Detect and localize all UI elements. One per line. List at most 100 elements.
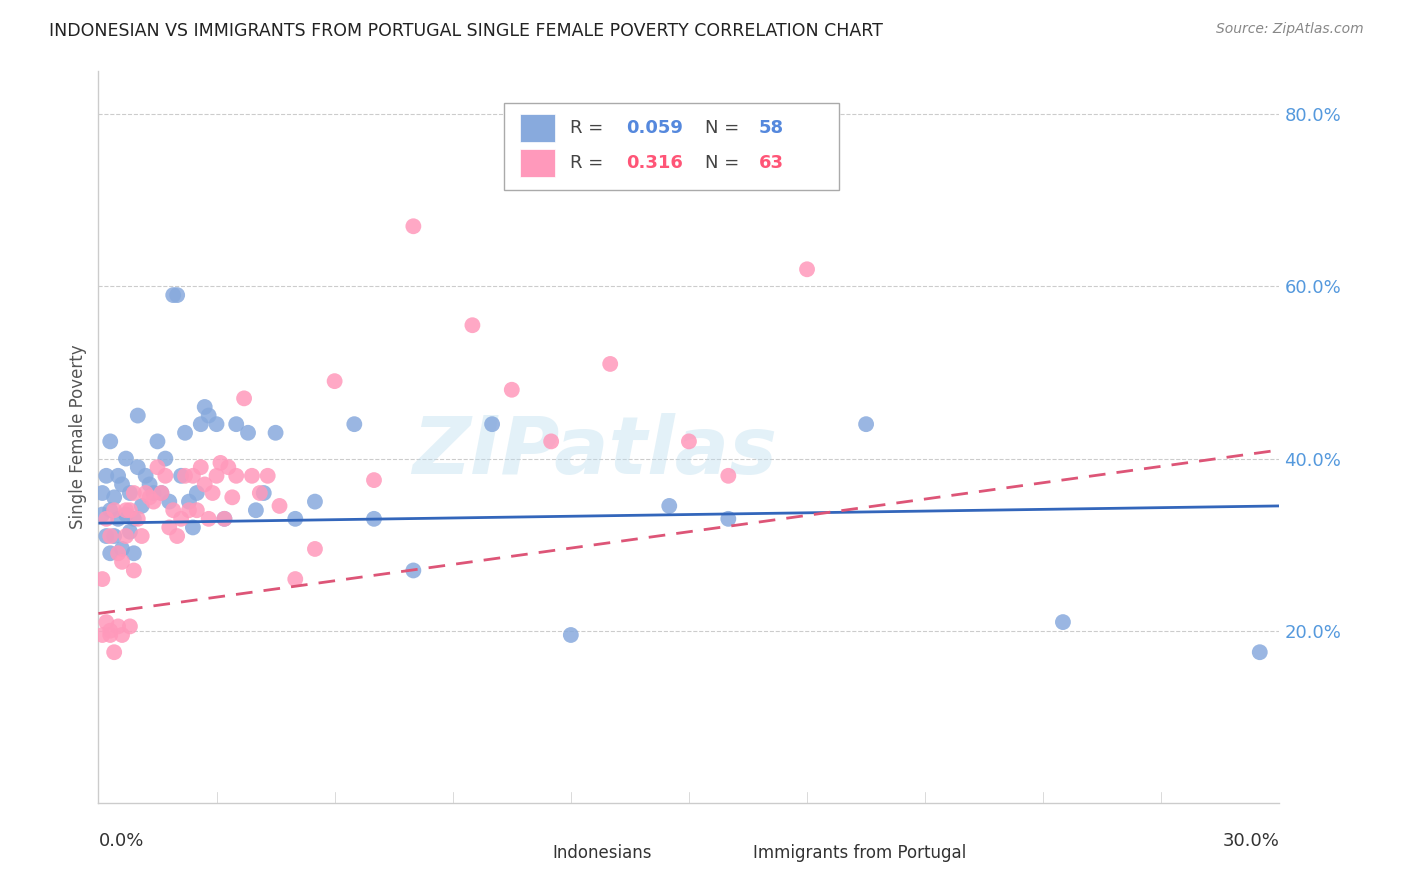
- Point: [122, 546, 145, 560]
- Point: [249, 486, 271, 500]
- Text: INDONESIAN VS IMMIGRANTS FROM PORTUGAL SINGLE FEMALE POVERTY CORRELATION CHART: INDONESIAN VS IMMIGRANTS FROM PORTUGAL S…: [49, 22, 883, 40]
- Point: [186, 503, 208, 517]
- Point: [115, 508, 138, 522]
- Text: N =: N =: [706, 119, 745, 136]
- Point: [205, 468, 228, 483]
- Point: [91, 572, 114, 586]
- Point: [150, 486, 173, 500]
- Point: [131, 499, 153, 513]
- Point: [190, 417, 212, 432]
- Point: [166, 288, 188, 302]
- Point: [363, 512, 385, 526]
- Point: [181, 520, 204, 534]
- Point: [111, 555, 134, 569]
- Point: [127, 512, 149, 526]
- Point: [540, 434, 562, 449]
- Point: [107, 468, 129, 483]
- Point: [501, 383, 523, 397]
- Point: [96, 615, 118, 629]
- Point: [756, 168, 779, 182]
- Point: [98, 434, 121, 449]
- Point: [118, 619, 141, 633]
- Point: [678, 434, 700, 449]
- Point: [599, 357, 621, 371]
- Point: [91, 508, 114, 522]
- Point: [240, 468, 263, 483]
- Point: [181, 468, 204, 483]
- Point: [98, 624, 121, 638]
- Point: [127, 460, 149, 475]
- Point: [205, 417, 228, 432]
- FancyBboxPatch shape: [503, 103, 839, 190]
- Point: [190, 460, 212, 475]
- Point: [103, 503, 125, 517]
- Point: [402, 219, 425, 234]
- Point: [264, 425, 287, 440]
- Point: [155, 468, 177, 483]
- Point: [131, 529, 153, 543]
- Y-axis label: Single Female Poverty: Single Female Poverty: [69, 345, 87, 529]
- Point: [107, 619, 129, 633]
- Point: [111, 628, 134, 642]
- Point: [122, 512, 145, 526]
- FancyBboxPatch shape: [522, 841, 547, 863]
- Point: [118, 486, 141, 500]
- Point: [1249, 645, 1271, 659]
- Text: R =: R =: [569, 153, 609, 172]
- Point: [157, 520, 180, 534]
- Point: [284, 572, 307, 586]
- FancyBboxPatch shape: [723, 841, 748, 863]
- Point: [96, 529, 118, 543]
- Point: [142, 494, 165, 508]
- Point: [96, 468, 118, 483]
- Point: [717, 512, 740, 526]
- Point: [197, 512, 219, 526]
- Point: [363, 473, 385, 487]
- Point: [225, 468, 247, 483]
- Point: [166, 529, 188, 543]
- Point: [170, 512, 193, 526]
- Point: [157, 494, 180, 508]
- Point: [122, 486, 145, 500]
- Point: [91, 486, 114, 500]
- Point: [233, 392, 256, 406]
- Point: [150, 486, 173, 500]
- Point: [127, 409, 149, 423]
- Text: ZIPatlas: ZIPatlas: [412, 413, 778, 491]
- Point: [560, 628, 582, 642]
- Point: [122, 564, 145, 578]
- Point: [162, 288, 184, 302]
- Point: [103, 645, 125, 659]
- Point: [170, 468, 193, 483]
- Point: [146, 434, 169, 449]
- Point: [177, 494, 200, 508]
- Point: [142, 486, 165, 500]
- Point: [1052, 615, 1074, 629]
- Point: [138, 477, 160, 491]
- Point: [138, 491, 160, 505]
- Point: [284, 512, 307, 526]
- Point: [96, 512, 118, 526]
- FancyBboxPatch shape: [520, 114, 555, 142]
- Point: [304, 494, 326, 508]
- Point: [146, 460, 169, 475]
- Point: [658, 499, 681, 513]
- Point: [194, 477, 217, 491]
- Point: [98, 503, 121, 517]
- Point: [135, 486, 157, 500]
- Point: [343, 417, 366, 432]
- Text: 30.0%: 30.0%: [1223, 832, 1279, 850]
- Point: [174, 425, 197, 440]
- Text: R =: R =: [569, 119, 609, 136]
- Point: [269, 499, 291, 513]
- Point: [236, 425, 259, 440]
- Text: 0.0%: 0.0%: [98, 832, 143, 850]
- Point: [155, 451, 177, 466]
- Point: [214, 512, 236, 526]
- Point: [186, 486, 208, 500]
- Point: [225, 417, 247, 432]
- Point: [256, 468, 278, 483]
- Point: [304, 541, 326, 556]
- Point: [177, 503, 200, 517]
- Point: [103, 491, 125, 505]
